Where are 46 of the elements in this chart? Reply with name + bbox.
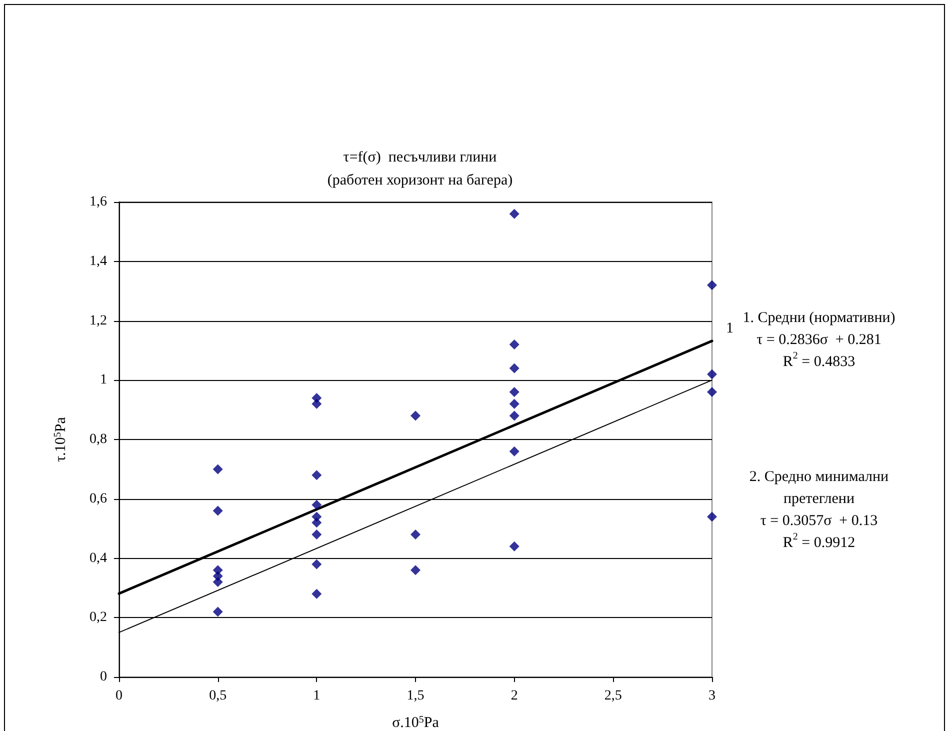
annotation: 1	[726, 320, 734, 336]
point	[509, 387, 520, 397]
point	[212, 464, 223, 474]
chart-title: τ=f(σ) песъчливи глини	[343, 150, 497, 166]
y-tick-label: 0	[100, 670, 107, 684]
point	[410, 565, 420, 576]
point	[410, 410, 420, 421]
y-tick-label: 1	[100, 372, 107, 388]
point	[707, 512, 717, 522]
point	[509, 446, 520, 456]
chart-subtitle: (работен хоризонт на багера)	[327, 172, 513, 188]
point	[312, 500, 322, 510]
y-axis-title: τ.105Pa	[52, 416, 69, 462]
point	[312, 518, 322, 528]
point	[509, 363, 520, 374]
point	[312, 398, 322, 409]
x-tick-label: 3	[708, 688, 716, 704]
point	[707, 387, 717, 397]
point	[212, 577, 223, 587]
point	[312, 470, 322, 480]
y-tick-label: 1,6	[90, 194, 107, 210]
x-tick-label: 1	[313, 688, 320, 704]
point	[509, 398, 520, 409]
y-tick-label: 1,2	[90, 313, 107, 328]
y-tick-label: 0,8	[90, 432, 107, 447]
point	[312, 559, 322, 570]
y-tick-label: 0,6	[90, 491, 107, 506]
y-tick-label: 0,4	[90, 550, 107, 566]
point	[212, 606, 223, 617]
point	[212, 506, 223, 516]
point	[509, 340, 520, 350]
point	[707, 280, 717, 290]
point	[509, 208, 520, 219]
x-tick-label: 2	[510, 688, 518, 704]
x-tick-label: 0,5	[209, 688, 227, 704]
x-tick-label: 0	[116, 688, 122, 704]
point	[509, 541, 520, 552]
x-tick-label: 1,5	[406, 688, 424, 704]
y-tick-label: 1,4	[90, 254, 107, 269]
point	[312, 588, 322, 599]
point	[410, 530, 420, 540]
y-tick-label: 0,2	[90, 610, 107, 626]
x-tick-label: 2,5	[604, 688, 622, 704]
point	[707, 369, 717, 380]
point	[509, 410, 520, 421]
point	[312, 530, 322, 540]
